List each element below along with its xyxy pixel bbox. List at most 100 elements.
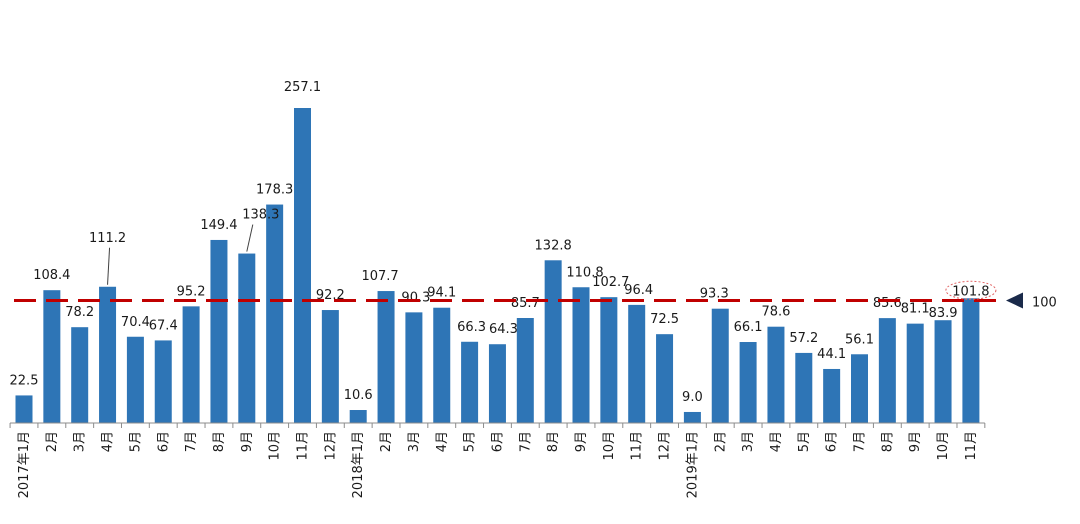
bar	[711, 308, 729, 423]
data-label: 66.1	[734, 320, 763, 335]
bar	[488, 344, 506, 423]
bar	[461, 341, 479, 423]
data-label: 178.3	[256, 183, 293, 198]
bar	[656, 334, 674, 423]
x-tick-label: 11月	[964, 431, 979, 461]
data-label: 95.2	[177, 284, 206, 299]
data-label: 64.3	[489, 322, 518, 337]
bar	[600, 297, 618, 423]
x-tick-label: 2019年1月	[685, 431, 700, 498]
bars-layer	[15, 108, 980, 423]
x-tick-label: 3月	[407, 431, 422, 452]
x-tick-label: 11月	[630, 431, 645, 461]
x-tick-label: 10月	[268, 431, 283, 461]
data-label: 108.4	[33, 268, 70, 283]
bar	[544, 260, 562, 423]
x-tick-label: 6月	[156, 431, 171, 452]
bar	[321, 310, 339, 423]
x-tick-label: 3月	[741, 431, 756, 452]
bar	[795, 352, 813, 423]
label-leader-lines	[107, 224, 254, 285]
data-labels-layer: 22.5 108.4 78.2 111.2 70.467.4 95.2 149.4 138.3…	[10, 80, 990, 405]
bar	[767, 326, 785, 423]
x-tick-label: 8月	[212, 431, 227, 452]
x-tick-label: 2月	[45, 431, 60, 452]
bar	[349, 410, 367, 423]
x-tick-label: 4月	[435, 431, 450, 452]
bar	[71, 327, 89, 423]
bar	[43, 290, 61, 423]
label-leader-line	[107, 247, 111, 285]
data-label: 78.6	[761, 305, 790, 320]
bar	[266, 204, 284, 423]
reference-value-label: 100	[1032, 295, 1057, 310]
bar	[126, 336, 144, 423]
data-label: 94.1	[427, 286, 456, 301]
bar	[238, 253, 256, 423]
data-label: 101.8	[952, 284, 989, 299]
data-label: 102.7	[592, 275, 629, 290]
bar	[934, 320, 952, 423]
bar	[739, 342, 757, 423]
x-tick-label: 4月	[101, 431, 116, 452]
x-tick-label: 12月	[323, 431, 338, 461]
data-label: 67.4	[149, 318, 178, 333]
x-tick-label: 11月	[296, 431, 311, 461]
bar	[99, 286, 117, 423]
x-tick-label: 12月	[658, 431, 673, 461]
data-label: 72.5	[650, 312, 679, 327]
x-tick-label: 7月	[853, 431, 868, 452]
data-label: 93.3	[700, 287, 729, 302]
x-tick-label: 6月	[825, 431, 840, 452]
bar	[377, 291, 395, 423]
x-tick-label: 2017年1月	[17, 431, 32, 498]
bar	[878, 318, 896, 423]
bar	[433, 307, 451, 423]
data-label: 70.4	[121, 315, 150, 330]
x-tick-label: 2月	[379, 431, 394, 452]
x-tick-label: 5月	[128, 431, 143, 452]
data-label: 138.3	[242, 208, 279, 223]
data-label: 78.2	[65, 305, 94, 320]
x-tick-label: 5月	[797, 431, 812, 452]
x-tick-label: 3月	[73, 431, 88, 452]
label-leader-line	[246, 224, 254, 252]
x-tick-label: 9月	[240, 431, 255, 452]
data-label: 96.4	[624, 283, 653, 298]
data-label: 90.3	[401, 290, 430, 305]
bar	[210, 239, 228, 423]
data-label: 56.1	[845, 332, 874, 347]
x-tick-label: 10月	[602, 431, 617, 461]
bar	[628, 304, 646, 423]
x-tick-label: 5月	[463, 431, 478, 452]
bar	[182, 306, 200, 423]
bar	[851, 354, 868, 423]
reference-marker-triangle	[1006, 292, 1023, 309]
x-tick-label: 8月	[546, 431, 561, 452]
x-tick-label: 8月	[880, 431, 895, 452]
bar	[962, 298, 980, 423]
data-label: 107.7	[361, 269, 398, 284]
data-label: 149.4	[200, 218, 237, 233]
data-label: 83.9	[929, 306, 958, 321]
x-tick-label: 2月	[713, 431, 728, 452]
data-label: 110.8	[566, 265, 603, 280]
data-label: 22.5	[10, 373, 39, 388]
data-label: 85.6	[873, 296, 902, 311]
data-label: 132.8	[535, 238, 572, 253]
data-label: 57.2	[789, 331, 818, 346]
x-tick-label: 9月	[574, 431, 589, 452]
bar	[154, 340, 172, 423]
x-tick-label: 10月	[936, 431, 951, 461]
bar	[15, 395, 33, 423]
bar	[294, 108, 311, 423]
x-tick-label: 7月	[184, 431, 199, 452]
data-label: 81.1	[901, 302, 930, 317]
highlight-ellipse	[945, 280, 997, 300]
x-tick-label: 2018年1月	[351, 431, 366, 498]
data-label: 257.1	[284, 80, 321, 95]
x-tick-label: 4月	[769, 431, 784, 452]
data-label: 66.3	[457, 320, 486, 335]
data-label: 44.1	[817, 347, 846, 362]
data-label: 9.0	[682, 390, 703, 405]
